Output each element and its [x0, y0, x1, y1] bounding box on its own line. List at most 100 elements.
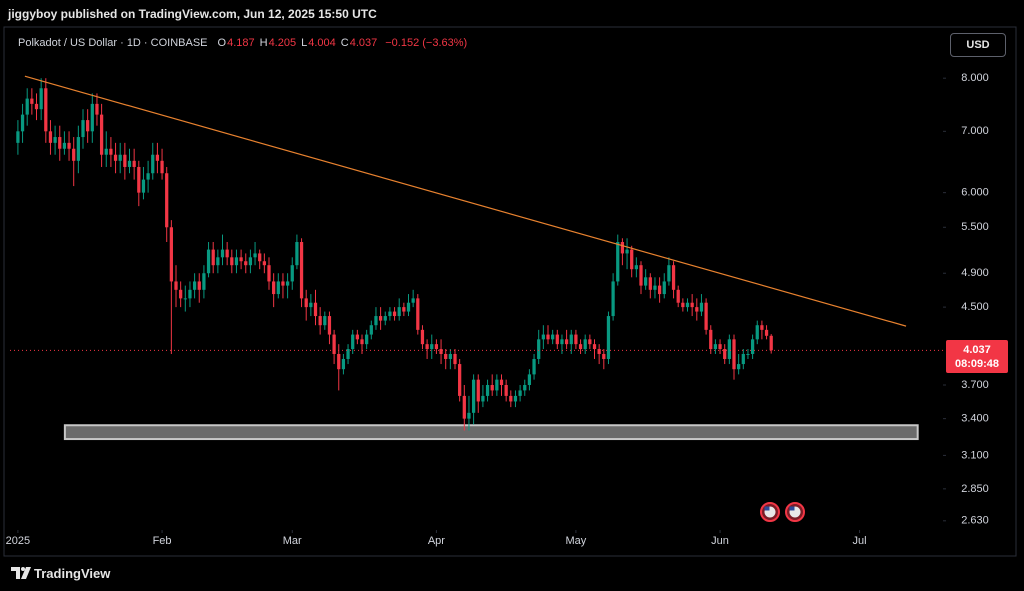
candle-body — [34, 103, 39, 110]
change: −0.152 (−3.63%) — [385, 37, 468, 49]
candle-body — [634, 265, 638, 270]
candle-body — [337, 353, 341, 370]
candle-body — [648, 277, 652, 290]
candle-body — [123, 154, 127, 167]
candle-body — [267, 265, 271, 282]
candle-body — [360, 339, 364, 345]
candle-body — [258, 253, 262, 262]
candle-body — [25, 98, 29, 115]
candle-body — [151, 154, 155, 174]
candle-body — [206, 249, 211, 274]
candle-body — [109, 148, 113, 155]
candle-body — [118, 154, 122, 161]
candle-body — [72, 148, 76, 161]
candle-body — [155, 154, 160, 161]
candle-body — [318, 316, 322, 326]
publisher-line: jiggyboy published on TradingView.com, J… — [8, 7, 377, 21]
candle-body — [420, 329, 425, 345]
candle-body — [230, 257, 234, 266]
candle-body — [732, 339, 736, 370]
candle-body — [67, 142, 71, 149]
candle-body — [527, 374, 532, 386]
candle-body — [518, 390, 522, 396]
candle-body — [216, 257, 220, 266]
last-price-box: 4.037 08:09:48 — [946, 340, 1008, 373]
candle-body — [485, 385, 490, 396]
candle-body — [276, 281, 280, 295]
candle-body — [746, 353, 750, 355]
candle-body — [458, 364, 462, 396]
candle-body — [713, 344, 718, 350]
candle-body — [374, 316, 378, 326]
candle-body — [406, 302, 411, 312]
candle-body — [555, 334, 559, 345]
candle-body — [504, 385, 508, 396]
candle-body — [53, 137, 57, 143]
candle-body — [192, 281, 197, 290]
brand: TradingView — [34, 566, 111, 581]
x-tick-label: Mar — [283, 535, 302, 547]
candle-body — [434, 344, 439, 350]
candle-body — [574, 334, 578, 345]
candle-body — [378, 316, 383, 321]
candle-body — [560, 339, 564, 345]
ohlc-value: 4.004 — [308, 37, 336, 49]
ohlc-label: H — [259, 37, 268, 49]
candle-body — [188, 289, 192, 299]
candle-body — [39, 88, 43, 110]
x-tick-label: May — [566, 535, 587, 547]
y-tick-label: 4.900 — [961, 267, 989, 279]
countdown: 08:09:48 — [954, 357, 1000, 370]
candle-body — [425, 344, 429, 350]
ohlc-value: 4.205 — [268, 37, 297, 49]
candle-body — [462, 395, 466, 419]
candle-body — [174, 281, 178, 290]
y-tick-label: 6.000 — [961, 187, 989, 199]
candle-body — [755, 325, 759, 340]
candle-body — [197, 281, 201, 290]
candle-body — [285, 281, 290, 286]
candle-body — [341, 358, 346, 370]
chart-panel — [3, 26, 1017, 557]
candle-body — [248, 257, 253, 266]
candle-body — [30, 98, 34, 104]
candle-body — [169, 227, 173, 282]
candle-body — [588, 339, 592, 345]
candle-body — [165, 173, 169, 228]
candle-body — [323, 316, 327, 326]
candle-body — [699, 302, 704, 312]
y-tick-label: 8.000 — [961, 72, 989, 84]
candle-body — [741, 353, 745, 365]
last-price: 4.037 — [963, 343, 991, 356]
candle-body — [402, 307, 406, 312]
candle-body — [499, 379, 504, 386]
candle-body — [676, 289, 680, 303]
candle-body — [313, 302, 318, 317]
candle-body — [383, 316, 387, 321]
candle-body — [769, 335, 773, 351]
candle-body — [639, 265, 643, 286]
candle-body — [90, 103, 94, 132]
candle-body — [411, 298, 415, 303]
candle-body — [685, 302, 690, 308]
candle-body — [551, 334, 555, 340]
candle-body — [16, 131, 20, 143]
x-tick-label: Feb — [153, 535, 172, 547]
candle-body — [616, 242, 620, 282]
currency-button[interactable]: USD — [950, 33, 1006, 57]
candle-body — [546, 334, 550, 340]
x-tick-label: Jun — [711, 535, 729, 547]
candle-body — [44, 88, 48, 132]
y-tick-label: 3.700 — [961, 379, 989, 391]
candle-body — [332, 334, 336, 354]
candle-body — [137, 166, 141, 193]
candle-body — [760, 325, 764, 330]
candle-body — [606, 316, 611, 359]
candle-body — [471, 379, 476, 413]
candle-body — [58, 137, 62, 149]
candle-body — [369, 325, 373, 335]
symbol-title: Polkadot / US Dollar · 1D · COINBASE — [18, 37, 208, 49]
candle-body — [737, 364, 741, 370]
